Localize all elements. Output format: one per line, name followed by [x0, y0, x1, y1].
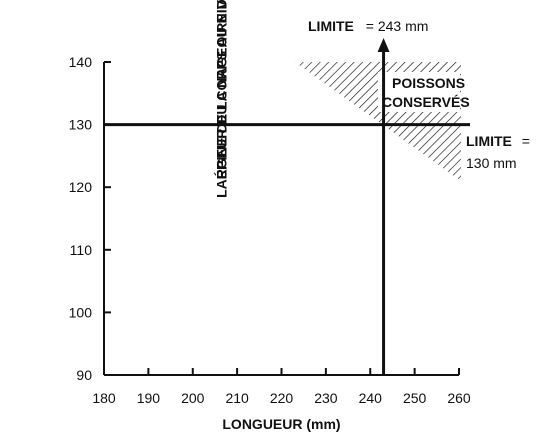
length-limit-label-word: LIMITE: [308, 18, 354, 34]
x-tick-label: 250: [403, 390, 427, 406]
x-tick-label: 190: [137, 390, 161, 406]
x-axis-ticks: 180 190 200 210 220 230 240 250 260: [92, 368, 471, 406]
width-limit-label-word: LIMITE: [466, 133, 512, 149]
length-limit-arrowhead: [377, 38, 390, 52]
width-limit-label-value: 130 mm: [466, 155, 517, 171]
x-tick-label: 240: [359, 390, 383, 406]
y-axis-title-line1: LARGEUR DU CORPS AU NIVEAU DE LA PREMIÈR…: [214, 0, 230, 198]
y-axis-title-line2: ÉPINE DE LA NAGEOIRE DORSALE (mm): [214, 0, 230, 179]
x-axis-title: LONGUEUR (mm): [222, 416, 340, 432]
y-tick-label: 120: [69, 179, 93, 195]
x-tick-label: 200: [181, 390, 205, 406]
region-label-background: [378, 72, 460, 112]
y-tick-label: 140: [69, 54, 93, 70]
y-tick-label: 100: [69, 304, 93, 320]
y-tick-label: 130: [69, 117, 93, 133]
y-tick-label: 90: [76, 367, 92, 383]
region-label-line1: POISSONS: [392, 75, 465, 91]
x-tick-label: 210: [225, 390, 249, 406]
y-tick-label: 110: [70, 242, 93, 258]
y-axis-ticks: 90 100 110 120 130 140: [69, 54, 111, 383]
width-limit-label: LIMITE =: [466, 133, 530, 149]
x-tick-label: 230: [314, 390, 338, 406]
x-tick-label: 260: [447, 390, 471, 406]
width-limit-label-eq: =: [522, 133, 530, 149]
x-tick-label: 220: [270, 390, 294, 406]
region-label-line2: CONSERVÉS: [382, 94, 470, 110]
length-limit-label-value: = 243 mm: [366, 18, 429, 34]
length-limit-label: LIMITE = 243 mm: [308, 18, 428, 34]
x-tick-label: 180: [92, 390, 116, 406]
